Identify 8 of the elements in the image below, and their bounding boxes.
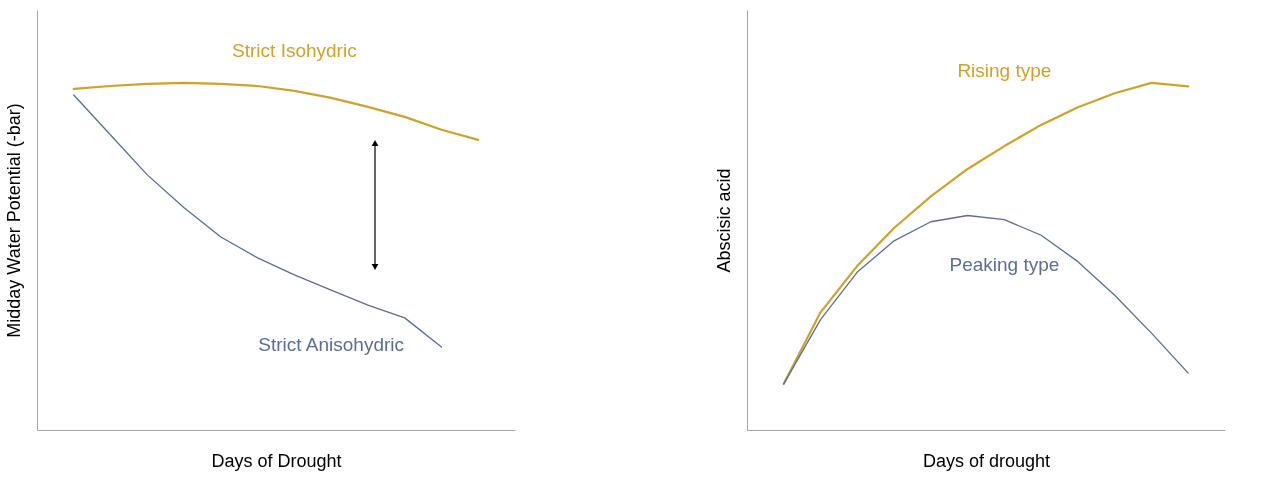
- x-axis-title: Days of drought: [922, 450, 1051, 471]
- series-label: Peaking type: [949, 253, 1060, 275]
- series-label: Rising type: [957, 60, 1052, 82]
- y-axis-title: Abscisic acid: [713, 168, 734, 273]
- x-axis-title: Days of Drought: [211, 450, 342, 471]
- series-label: Strict Isohydric: [232, 39, 357, 61]
- y-axis-title: Midday Water Potential (-bar): [3, 103, 24, 338]
- series-label: Strict Anisohydric: [258, 334, 405, 356]
